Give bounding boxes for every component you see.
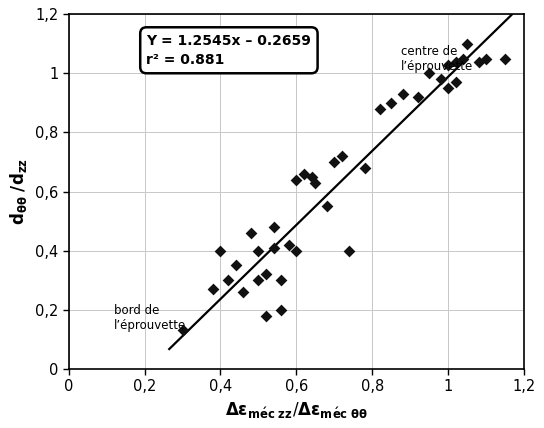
Text: Y = 1.2545x – 0.2659
r² = 0.881: Y = 1.2545x – 0.2659 r² = 0.881 [146, 33, 311, 67]
Point [474, 58, 483, 65]
Point [452, 58, 460, 65]
Point [208, 285, 217, 292]
Point [360, 164, 369, 171]
Point [231, 262, 240, 269]
Point [285, 241, 293, 248]
Point [459, 55, 468, 62]
Point [311, 179, 320, 186]
Point [277, 276, 286, 283]
Point [224, 276, 232, 283]
Point [300, 170, 308, 177]
Point [277, 306, 286, 313]
Point [482, 55, 491, 62]
Point [452, 79, 460, 86]
Point [337, 153, 346, 160]
Point [398, 91, 407, 98]
Point [254, 276, 263, 283]
Point [444, 61, 453, 68]
Point [413, 94, 422, 101]
Point [269, 223, 278, 230]
Point [307, 173, 316, 180]
Point [463, 40, 472, 47]
Point [269, 244, 278, 251]
X-axis label: $\mathbf{\Delta\varepsilon}_\mathbf{{m\acute{e}c\ zz}}/\mathbf{\Delta\varepsilon: $\mathbf{\Delta\varepsilon}_\mathbf{{m\a… [225, 400, 368, 420]
Text: bord de
l’éprouvette: bord de l’éprouvette [114, 304, 187, 332]
Point [178, 327, 187, 334]
Point [216, 247, 225, 254]
Point [345, 247, 354, 254]
Point [375, 105, 384, 112]
Point [500, 55, 509, 62]
Point [292, 176, 301, 183]
Point [262, 312, 270, 319]
Point [239, 288, 248, 295]
Point [425, 70, 434, 77]
Point [246, 229, 255, 236]
Text: centre de
l’éprouvette: centre de l’éprouvette [401, 45, 473, 73]
Y-axis label: $\mathbf{d_{\theta\theta}\ /d_{zz}}$: $\mathbf{d_{\theta\theta}\ /d_{zz}}$ [8, 158, 29, 225]
Point [330, 158, 339, 165]
Point [292, 247, 301, 254]
Point [436, 76, 445, 83]
Point [444, 85, 453, 92]
Point [387, 99, 395, 106]
Point [323, 203, 331, 210]
Point [262, 271, 270, 278]
Point [254, 247, 263, 254]
